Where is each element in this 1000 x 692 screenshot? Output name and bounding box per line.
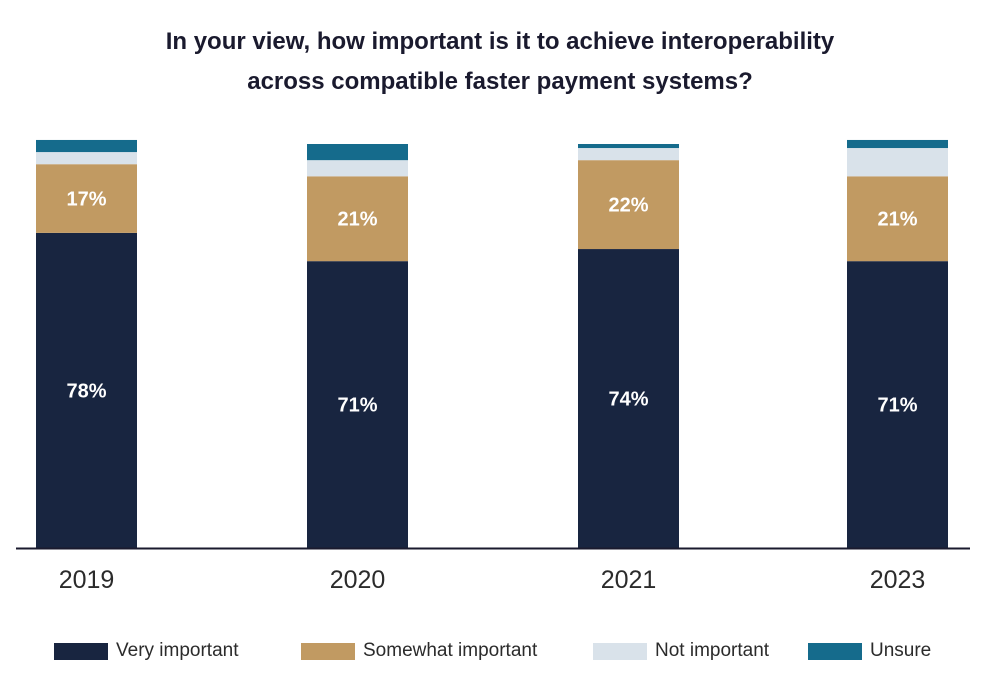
x-tick-label-2023: 2023 bbox=[870, 566, 926, 594]
legend-swatch-somewhat-important bbox=[301, 642, 355, 660]
bar-segment-somewhat-important-2023 bbox=[847, 176, 948, 262]
bar-segment-somewhat-important-2021 bbox=[578, 160, 679, 250]
legend-label-not-important: Not important bbox=[655, 640, 770, 661]
x-tick-label-2020: 2020 bbox=[330, 566, 386, 594]
legend-label-unsure: Unsure bbox=[870, 640, 932, 661]
data-label-very-important-2021: 74% bbox=[608, 389, 648, 411]
legend-item-not-important: Not important bbox=[593, 636, 769, 666]
bar-segment-very-important-2019 bbox=[36, 232, 137, 548]
legend-item-very-important: Very important bbox=[54, 636, 239, 666]
bar-segment-unsure-2019 bbox=[36, 139, 137, 153]
legend-label-very-important: Very important bbox=[116, 640, 239, 661]
data-label-somewhat-important-2020: 21% bbox=[337, 209, 377, 231]
chart-title: In your view, how important is it to ach… bbox=[0, 22, 1000, 102]
bar-segment-somewhat-important-2020 bbox=[307, 176, 408, 262]
bar-segment-not-important-2021 bbox=[578, 148, 679, 161]
chart-title-line1: In your view, how important is it to ach… bbox=[165, 28, 835, 55]
x-tick-label-2021: 2021 bbox=[601, 566, 657, 594]
data-label-very-important-2023: 71% bbox=[877, 395, 917, 417]
data-label-somewhat-important-2023: 21% bbox=[877, 209, 917, 231]
bar-segment-unsure-2020 bbox=[307, 144, 408, 161]
legend-swatch-very-important bbox=[54, 642, 108, 660]
chart-legend: Very important Somewhat important Not impo… bbox=[0, 636, 1000, 666]
bar-segment-unsure-2021 bbox=[578, 144, 679, 149]
legend-item-unsure: Unsure bbox=[808, 636, 931, 666]
bar-segment-somewhat-important-2019 bbox=[36, 164, 137, 233]
legend-swatch-not-important bbox=[593, 642, 647, 660]
data-label-very-important-2020: 71% bbox=[337, 395, 377, 417]
bar-segment-not-important-2019 bbox=[36, 152, 137, 165]
data-label-somewhat-important-2021: 22% bbox=[608, 195, 648, 217]
bar-segment-very-important-2020 bbox=[307, 261, 408, 548]
bar-segment-very-important-2021 bbox=[578, 249, 679, 549]
bar-segment-very-important-2023 bbox=[847, 261, 948, 548]
legend-label-somewhat-important: Somewhat important bbox=[363, 640, 538, 661]
legend-swatch-unsure bbox=[808, 642, 862, 660]
data-label-very-important-2019: 78% bbox=[66, 380, 106, 402]
bar-segment-not-important-2023 bbox=[847, 148, 948, 177]
bar-segment-not-important-2020 bbox=[307, 160, 408, 177]
bar-segment-unsure-2023 bbox=[847, 139, 948, 149]
x-tick-label-2019: 2019 bbox=[59, 566, 115, 594]
data-label-somewhat-important-2019: 17% bbox=[66, 189, 106, 211]
chart-title-line2: across compatible faster payment systems… bbox=[247, 68, 753, 95]
legend-item-somewhat-important: Somewhat important bbox=[301, 636, 537, 666]
